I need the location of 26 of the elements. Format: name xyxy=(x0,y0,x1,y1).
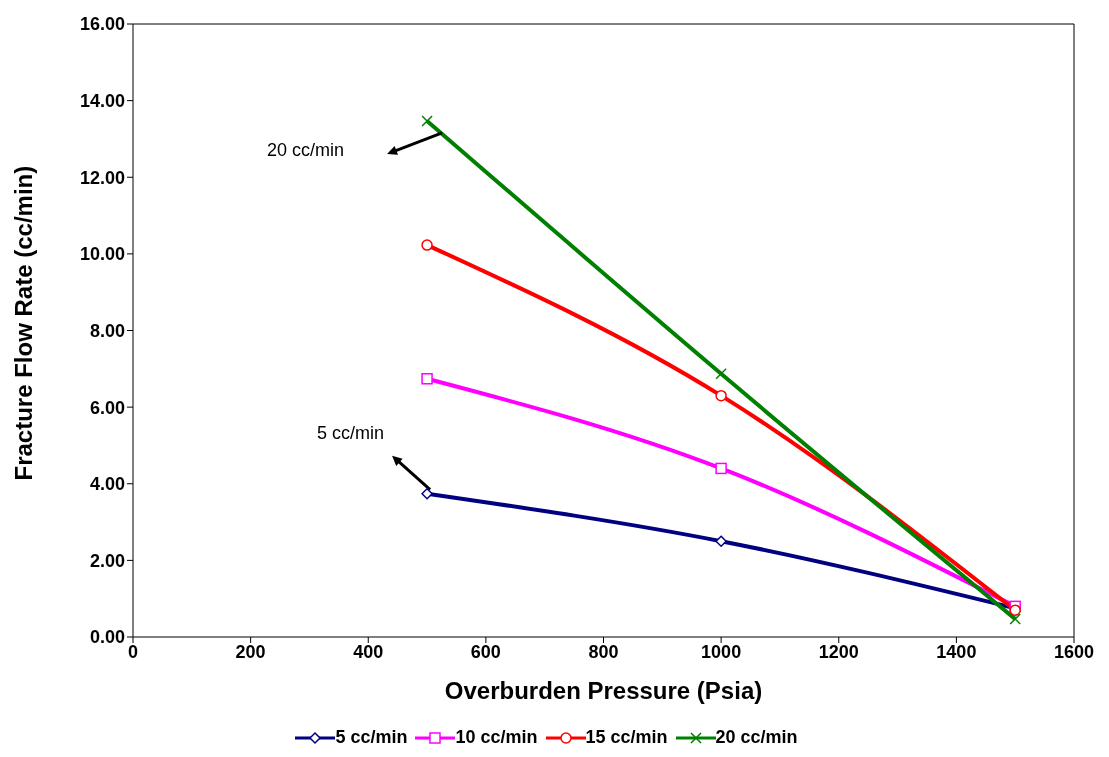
annotation: 20 cc/min xyxy=(267,139,345,160)
x-tick-label: 1200 xyxy=(818,641,859,662)
x-tick-label: 1400 xyxy=(936,641,977,662)
x-tick-label: 800 xyxy=(588,641,619,662)
x-tick-label: 1000 xyxy=(701,641,742,662)
x-tick-label: 200 xyxy=(235,641,266,662)
x-tick-label: 600 xyxy=(470,641,501,662)
y-tick-label: 0.00 xyxy=(89,627,125,648)
y-tick-label: 6.00 xyxy=(89,397,125,418)
y-tick-label: 12.00 xyxy=(79,167,125,188)
y-tick-label: 16.00 xyxy=(79,14,125,35)
y-tick-label: 10.00 xyxy=(79,244,125,265)
y-axis-title: Fracture Flow Rate (cc/min) xyxy=(9,165,37,481)
y-tick-label: 2.00 xyxy=(89,550,125,571)
legend-label: 15 cc/min xyxy=(585,727,668,748)
y-tick-label: 8.00 xyxy=(89,320,125,341)
y-tick-label: 4.00 xyxy=(89,474,125,495)
x-tick-label: 400 xyxy=(353,641,384,662)
x-axis-title: Overburden Pressure (Psia) xyxy=(444,677,763,704)
x-tick-label: 1600 xyxy=(1053,641,1095,662)
legend-label: 5 cc/min xyxy=(335,727,408,748)
x-tick-label: 0 xyxy=(127,641,139,662)
legend-label: 20 cc/min xyxy=(715,727,798,748)
legend-label: 10 cc/min xyxy=(455,727,538,748)
y-tick-label: 14.00 xyxy=(79,91,125,112)
annotation: 5 cc/min xyxy=(317,422,385,443)
